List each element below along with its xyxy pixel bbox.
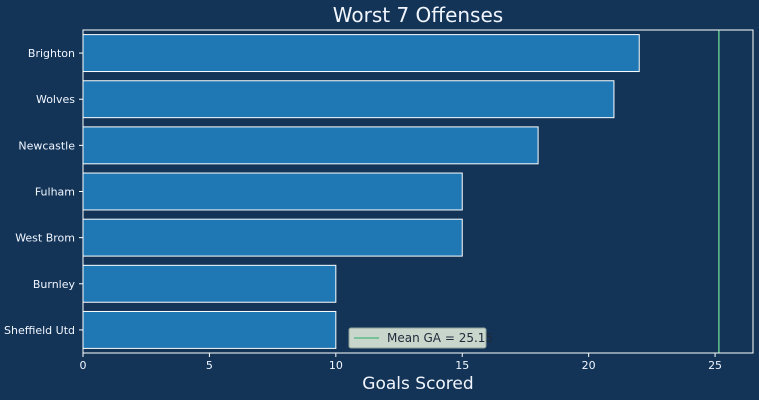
axes-layer: 0 5 10 15 20 25 Brighton Wolves Newcastle Fulham W… [4,29,754,372]
bars-layer [82,34,640,349]
y-tick-label: Newcastle [18,139,75,152]
bar-west-brom [82,218,463,257]
legend-label: Mean GA = 25.15 [387,331,493,345]
x-tick-label: 5 [206,359,213,372]
x-tick-label: 25 [708,359,722,372]
bar-wolves [82,80,615,119]
x-tick-label: 10 [329,359,343,372]
legend-box [348,327,487,349]
bar-brighton [82,34,640,73]
bar-fulham [82,172,463,211]
y-tick-label: Fulham [35,186,75,199]
y-tick-label: Wolves [36,93,75,106]
y-tick-label: Sheffield Utd [4,324,75,337]
y-tick-label: Burnley [33,278,76,291]
x-tick-label: 20 [582,359,596,372]
legend: Mean GA = 25.15 [348,327,493,349]
bar-burnley [82,264,337,303]
bar-newcastle [82,126,539,165]
chart-title: Worst 7 Offenses [333,3,503,27]
bar-sheffield-utd [82,310,337,349]
x-axis-label: Goals Scored [362,374,473,394]
x-tick-label: 15 [455,359,469,372]
y-tick-label: West Brom [15,232,75,245]
y-tick-label: Brighton [28,47,75,60]
x-tick-label: 0 [80,359,87,372]
